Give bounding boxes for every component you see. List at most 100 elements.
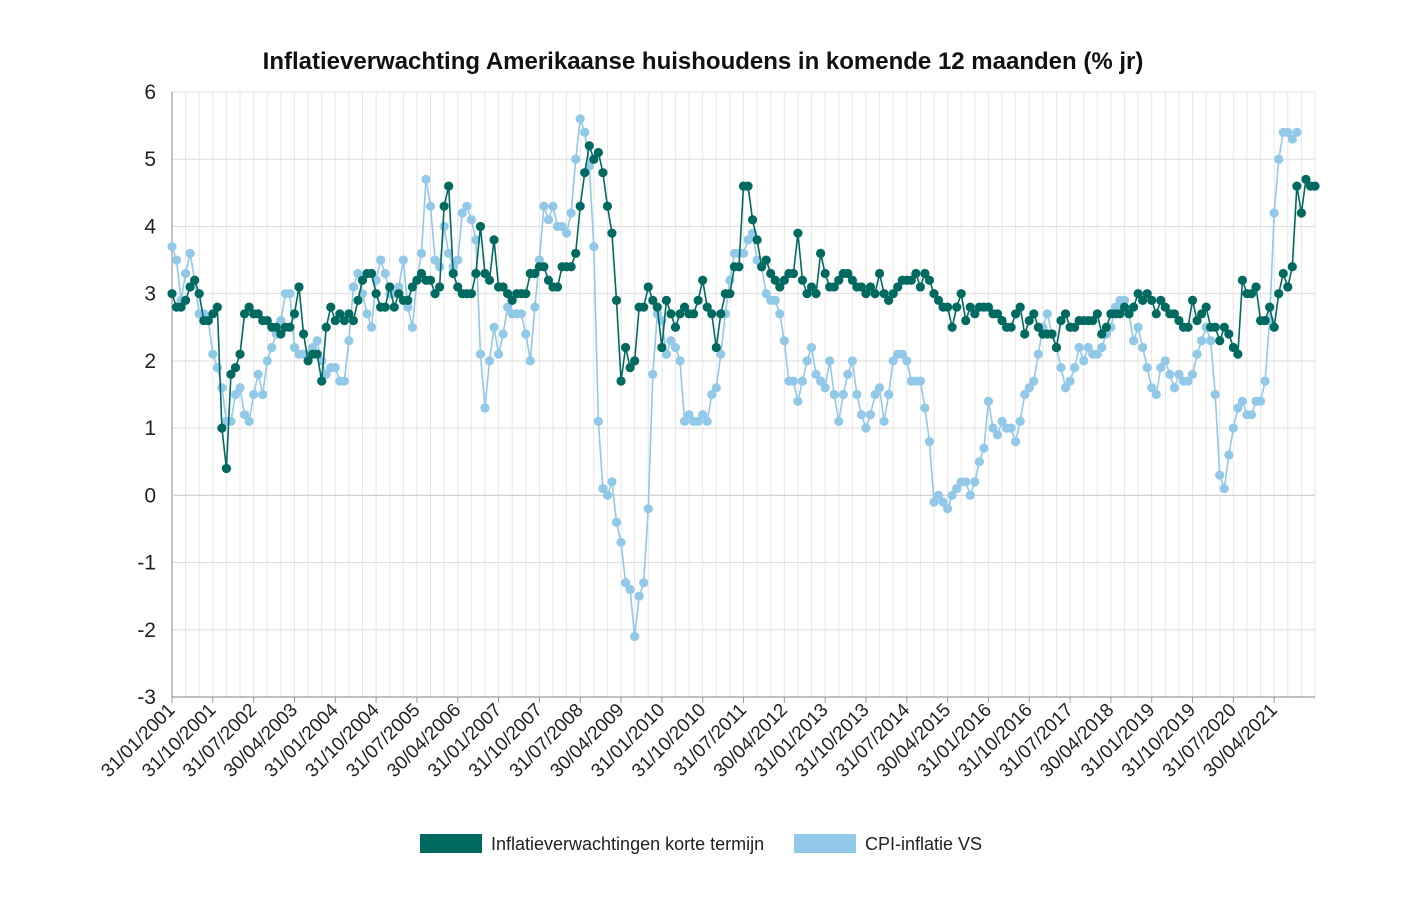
data-point xyxy=(879,416,889,426)
y-tick-label: 5 xyxy=(144,148,156,171)
data-point xyxy=(1006,423,1016,433)
data-point xyxy=(1296,208,1306,218)
data-point xyxy=(620,578,631,588)
data-point xyxy=(770,275,780,285)
data-point xyxy=(711,383,721,393)
data-point xyxy=(366,322,377,332)
data-point xyxy=(253,309,263,319)
data-point xyxy=(335,309,345,319)
data-point xyxy=(1051,342,1062,353)
data-point xyxy=(874,268,885,279)
data-point xyxy=(1269,322,1279,332)
data-point xyxy=(489,322,499,332)
data-point xyxy=(607,477,617,487)
data-point xyxy=(357,275,368,285)
data-point xyxy=(1056,363,1066,373)
data-point xyxy=(539,201,549,211)
data-point xyxy=(734,262,744,272)
data-point xyxy=(775,309,785,319)
data-point xyxy=(380,302,390,312)
data-point xyxy=(1056,315,1066,326)
data-point xyxy=(1074,342,1084,353)
data-point xyxy=(766,268,776,279)
data-point xyxy=(747,215,758,225)
data-point xyxy=(630,631,640,642)
y-tick-label: 2 xyxy=(144,350,156,373)
data-point xyxy=(562,228,572,238)
data-point xyxy=(525,356,535,366)
data-point xyxy=(1169,309,1179,319)
data-point xyxy=(843,268,853,279)
data-point xyxy=(444,248,454,258)
data-point xyxy=(1210,322,1220,332)
data-point xyxy=(775,282,785,292)
data-point xyxy=(684,410,694,420)
data-point xyxy=(226,369,236,379)
data-point xyxy=(217,423,227,433)
data-point xyxy=(312,336,322,346)
data-point xyxy=(466,289,476,299)
data-point xyxy=(661,295,671,305)
data-point xyxy=(416,268,427,279)
data-point xyxy=(870,389,880,400)
data-point xyxy=(503,289,513,299)
data-point xyxy=(879,289,889,299)
data-point xyxy=(444,181,454,191)
data-point xyxy=(1274,289,1284,299)
data-point xyxy=(1233,349,1243,359)
data-point xyxy=(176,302,186,312)
data-point xyxy=(1015,302,1025,312)
data-point xyxy=(1251,282,1261,292)
data-point xyxy=(321,322,331,332)
data-point xyxy=(666,336,676,346)
data-point xyxy=(1115,309,1125,319)
data-point xyxy=(430,255,440,265)
data-point xyxy=(707,309,717,319)
data-point xyxy=(657,342,667,353)
data-point xyxy=(870,289,880,299)
data-point xyxy=(1151,389,1161,400)
data-point xyxy=(380,268,390,279)
data-point xyxy=(1192,349,1202,359)
data-point xyxy=(407,322,417,332)
data-point xyxy=(974,457,984,467)
data-point xyxy=(997,416,1007,426)
chart-title: Inflatieverwachting Amerikaanse huishoud… xyxy=(263,48,1144,75)
data-point xyxy=(425,201,436,211)
data-point xyxy=(1246,410,1257,420)
data-point xyxy=(938,497,948,507)
data-point xyxy=(208,349,218,359)
data-point xyxy=(1310,181,1320,191)
data-point xyxy=(725,289,735,299)
data-point xyxy=(943,302,953,312)
data-point xyxy=(716,349,726,359)
data-point xyxy=(820,268,830,279)
data-point xyxy=(933,295,944,305)
data-point xyxy=(344,336,354,346)
data-point xyxy=(1165,369,1175,379)
data-point xyxy=(403,295,413,305)
data-point xyxy=(1128,336,1139,346)
data-point xyxy=(797,275,808,285)
data-point xyxy=(906,275,916,285)
data-point xyxy=(371,289,381,299)
data-point xyxy=(448,268,458,279)
data-point xyxy=(1156,295,1166,305)
data-point xyxy=(258,389,268,400)
data-point xyxy=(543,275,554,285)
data-point xyxy=(566,208,576,218)
data-point xyxy=(239,309,250,319)
data-point xyxy=(1088,315,1098,326)
data-point xyxy=(648,295,658,305)
data-point xyxy=(965,302,975,312)
data-point xyxy=(339,376,349,386)
data-point xyxy=(253,369,263,379)
data-point xyxy=(1287,262,1297,272)
data-point xyxy=(1147,383,1157,393)
data-point xyxy=(249,389,259,400)
data-point xyxy=(806,282,817,292)
data-point xyxy=(711,342,721,353)
data-point xyxy=(344,309,354,319)
data-point xyxy=(1101,322,1111,332)
